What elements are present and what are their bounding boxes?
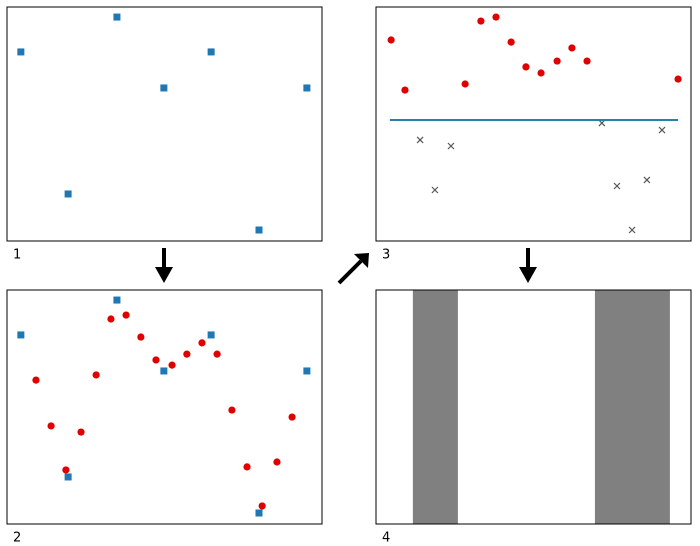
panel-frame bbox=[375, 6, 692, 242]
circle-point bbox=[137, 333, 145, 341]
panel-label: 1 bbox=[13, 248, 21, 263]
circle-point bbox=[401, 86, 409, 94]
square-point bbox=[255, 226, 263, 234]
panel: 1 bbox=[6, 6, 323, 263]
panel-frame bbox=[375, 289, 692, 525]
circle-point bbox=[62, 466, 70, 474]
circle-point bbox=[461, 80, 469, 88]
cross-point bbox=[658, 126, 666, 134]
circle-point bbox=[273, 458, 281, 466]
panel-background bbox=[7, 7, 322, 241]
circle-point bbox=[507, 38, 515, 46]
circle-point bbox=[198, 339, 206, 347]
panel-background bbox=[376, 7, 691, 241]
circle-point bbox=[168, 361, 176, 369]
circle-point bbox=[258, 502, 266, 510]
circle-point bbox=[477, 17, 485, 25]
panel-frame bbox=[6, 6, 323, 242]
square-point bbox=[113, 296, 121, 304]
panel-label: 2 bbox=[13, 531, 21, 546]
arrow-down bbox=[155, 248, 173, 283]
panel-label: 3 bbox=[382, 248, 390, 263]
square-point bbox=[64, 473, 72, 481]
panel: 4 bbox=[375, 289, 692, 546]
square-point bbox=[303, 367, 311, 375]
circle-point bbox=[522, 63, 530, 71]
cross-point bbox=[628, 226, 636, 234]
arrow-down bbox=[519, 248, 537, 283]
square-point bbox=[64, 190, 72, 198]
span-band bbox=[594, 290, 670, 524]
circle-point bbox=[213, 350, 221, 358]
circle-point bbox=[77, 428, 85, 436]
circle-point bbox=[183, 350, 191, 358]
circle-point bbox=[568, 44, 576, 52]
cross-point bbox=[416, 136, 424, 144]
square-point bbox=[113, 13, 121, 21]
square-point bbox=[17, 331, 25, 339]
circle-point bbox=[92, 371, 100, 379]
circle-point bbox=[583, 57, 591, 65]
cross-point bbox=[598, 119, 606, 127]
panel-frame bbox=[6, 289, 323, 525]
circle-point bbox=[228, 406, 236, 414]
panel-label: 4 bbox=[382, 531, 390, 546]
cross-point bbox=[613, 182, 621, 190]
arrow-diagonal bbox=[337, 253, 369, 285]
panel-background bbox=[7, 290, 322, 524]
square-point bbox=[160, 84, 168, 92]
circle-point bbox=[674, 75, 682, 83]
square-point bbox=[17, 48, 25, 56]
cross-point bbox=[431, 186, 439, 194]
circle-point bbox=[47, 422, 55, 430]
square-point bbox=[255, 509, 263, 517]
circle-point bbox=[537, 69, 545, 77]
span-band bbox=[412, 290, 458, 524]
circle-point bbox=[387, 36, 395, 44]
circle-point bbox=[492, 13, 500, 21]
square-point bbox=[303, 84, 311, 92]
cross-point bbox=[447, 142, 455, 150]
square-point bbox=[160, 367, 168, 375]
circle-point bbox=[288, 413, 296, 421]
cross-point bbox=[643, 176, 651, 184]
circle-point bbox=[107, 315, 115, 323]
circle-point bbox=[122, 311, 130, 319]
square-point bbox=[207, 331, 215, 339]
circle-point bbox=[243, 463, 251, 471]
circle-point bbox=[152, 356, 160, 364]
circle-point bbox=[32, 376, 40, 384]
square-point bbox=[207, 48, 215, 56]
panel: 3 bbox=[375, 6, 692, 263]
panel: 2 bbox=[6, 289, 323, 546]
circle-point bbox=[553, 57, 561, 65]
